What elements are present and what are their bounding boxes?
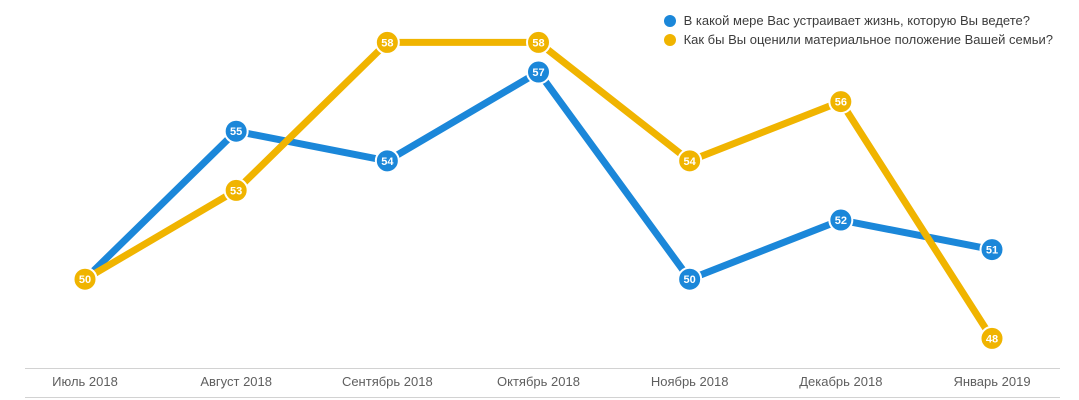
data-point-marker[interactable] — [979, 325, 1005, 351]
data-point-marker[interactable] — [677, 148, 703, 174]
legend-item-1[interactable]: Как бы Вы оценили материальное положение… — [663, 32, 1053, 47]
data-point-series0-1[interactable]: 55 — [223, 118, 249, 144]
x-axis-label: Ноябрь 2018 — [651, 374, 729, 389]
data-point-label: 51 — [986, 245, 998, 257]
data-point-series0-5[interactable]: 52 — [828, 207, 854, 233]
chart-legend: В какой мере Вас устраивает жизнь, котор… — [663, 13, 1053, 47]
data-point-series1-1[interactable]: 53 — [223, 177, 249, 203]
legend-label: В какой мере Вас устраивает жизнь, котор… — [683, 13, 1030, 28]
data-point-series1-2[interactable]: 58 — [374, 29, 400, 55]
data-point-marker[interactable] — [979, 237, 1005, 263]
data-point-marker[interactable] — [72, 266, 98, 292]
data-point-series1-6[interactable]: 48 — [979, 325, 1005, 351]
data-point-marker[interactable] — [526, 59, 551, 85]
x-axis-label: Август 2018 — [200, 374, 272, 389]
data-point-label: 56 — [835, 97, 847, 109]
data-point-marker[interactable] — [374, 148, 400, 174]
data-point-label: 52 — [835, 215, 847, 227]
data-point-label: 50 — [684, 274, 696, 286]
data-point-marker[interactable] — [526, 29, 551, 55]
data-point-label: 54 — [684, 156, 697, 168]
x-axis-label: Январь 2019 — [953, 374, 1030, 389]
data-point-series0-4[interactable]: 50 — [677, 266, 703, 292]
x-axis-label: Сентябрь 2018 — [342, 374, 433, 389]
x-axis-label: Декабрь 2018 — [799, 374, 882, 389]
series-line-1 — [81, 38, 996, 342]
legend-label: Как бы Вы оценили материальное положение… — [683, 32, 1053, 47]
data-point-marker[interactable] — [374, 29, 400, 55]
x-axis-label: Октябрь 2018 — [497, 374, 580, 389]
data-point-series1-5[interactable]: 56 — [828, 89, 854, 115]
data-point-label: 58 — [532, 37, 544, 49]
data-point-series0-3[interactable]: 57 — [526, 59, 551, 85]
data-point-label: 55 — [230, 126, 242, 138]
data-point-label: 48 — [986, 333, 998, 345]
x-axis-label: Июль 2018 — [52, 374, 118, 389]
data-point-series0-2[interactable]: 54 — [374, 148, 400, 174]
data-point-label: 58 — [381, 37, 393, 49]
data-point-series1-0[interactable]: 50 — [72, 266, 98, 292]
legend-item-0[interactable]: В какой мере Вас устраивает жизнь, котор… — [663, 13, 1053, 28]
legend-dot-icon — [663, 14, 676, 27]
data-point-marker[interactable] — [828, 207, 854, 233]
data-point-series1-3[interactable]: 58 — [526, 29, 551, 55]
legend-dot-icon — [663, 33, 676, 46]
data-point-label: 50 — [79, 274, 91, 286]
data-point-marker[interactable] — [223, 177, 249, 203]
series-line-0 — [81, 68, 996, 283]
data-point-label: 54 — [381, 156, 394, 168]
data-point-label: 57 — [532, 67, 544, 79]
data-point-marker[interactable] — [223, 118, 249, 144]
data-point-marker[interactable] — [828, 89, 854, 115]
data-point-series1-4[interactable]: 54 — [677, 148, 703, 174]
data-point-label: 53 — [230, 185, 242, 197]
data-point-marker[interactable] — [677, 266, 703, 292]
data-point-series0-6[interactable]: 51 — [979, 237, 1005, 263]
